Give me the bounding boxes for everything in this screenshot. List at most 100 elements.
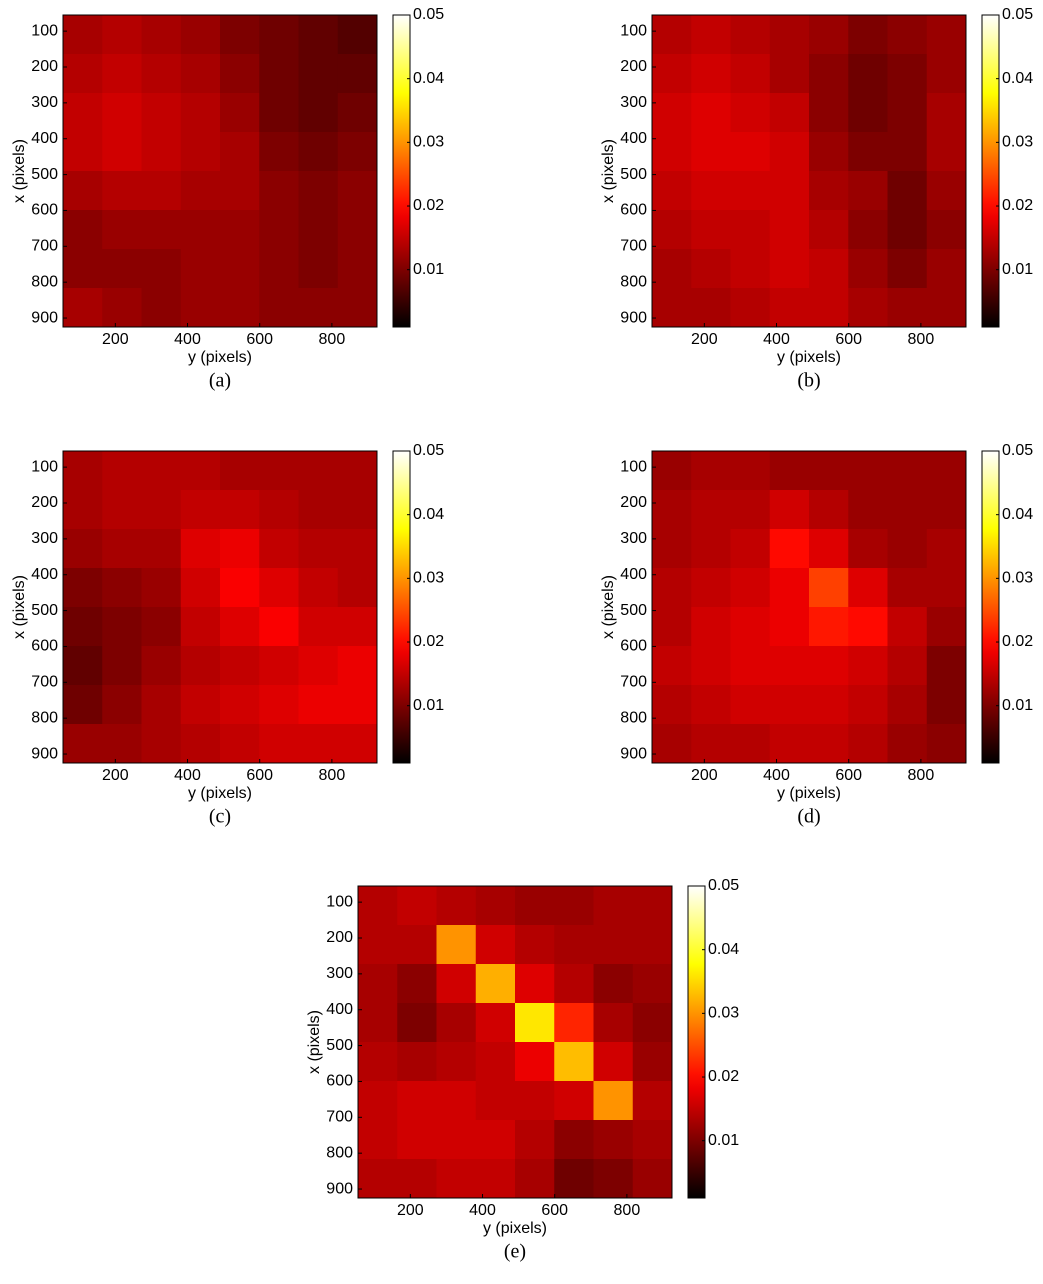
heat-cell xyxy=(180,210,221,250)
heat-cell xyxy=(436,1003,477,1043)
heat-cell xyxy=(102,529,142,569)
heat-cell xyxy=(652,646,692,686)
plot-frame xyxy=(651,450,967,764)
heat-cell xyxy=(926,685,967,725)
heat-cell xyxy=(593,964,634,1004)
heat-cell xyxy=(436,1042,477,1082)
heat-cell xyxy=(337,132,378,172)
y-tick-label: 600 xyxy=(620,202,647,219)
colorbar-tick-label: 0.05 xyxy=(1002,442,1033,459)
heat-cell xyxy=(397,1003,437,1043)
heat-cell xyxy=(141,646,182,686)
colorbar-tick-label: 0.01 xyxy=(1002,261,1033,278)
caption: (c) xyxy=(209,806,231,828)
heat-cell xyxy=(102,171,142,211)
heat-cell xyxy=(259,210,299,250)
panel: 200 400 600 800 100 200 300 400 500 600 700 800 900 y… xyxy=(600,442,1033,827)
colorbar-tick-label: 0.04 xyxy=(1002,506,1033,523)
heat-cell xyxy=(102,724,142,764)
heat-cell xyxy=(926,568,967,608)
plot-frame xyxy=(651,14,967,328)
heat-cell xyxy=(141,724,182,764)
y-tick-label: 800 xyxy=(31,273,58,290)
heat-cell xyxy=(337,15,378,55)
heat-cell xyxy=(337,93,378,133)
heat-cell xyxy=(652,451,692,491)
heat-cell xyxy=(848,607,888,647)
heat-cell xyxy=(63,15,103,55)
colorbar-tick-label: 0.01 xyxy=(413,261,444,278)
heat-cell xyxy=(809,210,849,250)
x-tick-label: 400 xyxy=(763,331,790,348)
heat-cell xyxy=(141,132,182,172)
heat-cell xyxy=(337,724,378,764)
heat-cell xyxy=(632,1042,673,1082)
panel: 200 400 600 800 100 200 300 400 500 600 700 800 900 y… xyxy=(600,6,1033,391)
heat-cell xyxy=(515,925,555,965)
heat-cell xyxy=(259,171,299,211)
heat-cell xyxy=(141,15,182,55)
heat-cell xyxy=(358,1003,398,1043)
heat-cell xyxy=(730,15,771,55)
y-tick-label: 200 xyxy=(620,58,647,75)
heat-cell xyxy=(926,249,967,289)
heat-cell xyxy=(730,568,771,608)
y-tick-label: 900 xyxy=(620,309,647,326)
heat-cell xyxy=(769,490,810,530)
heat-cell xyxy=(141,451,182,491)
heat-cell xyxy=(397,886,437,926)
heat-cell xyxy=(887,724,928,764)
heat-cell xyxy=(259,646,299,686)
heat-cell xyxy=(848,171,888,211)
heat-cell xyxy=(730,490,771,530)
heat-cell xyxy=(632,925,673,965)
y-tick-label: 500 xyxy=(326,1037,353,1054)
heat-cell xyxy=(848,15,888,55)
heat-cell xyxy=(220,529,260,569)
heat-cell xyxy=(220,288,260,328)
heat-cell xyxy=(141,607,182,647)
heat-cell xyxy=(769,132,810,172)
heat-cell xyxy=(298,568,339,608)
plot-frame xyxy=(62,14,378,328)
heat-cell xyxy=(436,1081,477,1121)
y-axis-label: x (pixels) xyxy=(11,139,28,203)
heat-cell xyxy=(102,607,142,647)
heat-cell xyxy=(180,685,221,725)
heat-cell xyxy=(809,724,849,764)
heat-cell xyxy=(691,210,731,250)
heat-cell xyxy=(926,54,967,94)
heat-cell xyxy=(180,54,221,94)
heat-cell xyxy=(652,15,692,55)
heat-cell xyxy=(337,529,378,569)
heat-cell xyxy=(593,1081,634,1121)
y-tick-label: 300 xyxy=(620,94,647,111)
colorbar-tick-label: 0.04 xyxy=(413,506,444,523)
heat-cell xyxy=(180,249,221,289)
heat-cell xyxy=(691,646,731,686)
heat-cell xyxy=(632,1159,673,1199)
heat-cell xyxy=(926,132,967,172)
heat-cell xyxy=(220,93,260,133)
heat-cell xyxy=(691,132,731,172)
heat-cell xyxy=(652,724,692,764)
x-tick-label: 400 xyxy=(469,1202,496,1219)
heat-cell xyxy=(691,93,731,133)
heat-cell xyxy=(730,93,771,133)
heat-cell xyxy=(298,490,339,530)
heat-cell xyxy=(652,607,692,647)
colorbar-tick-label: 0.03 xyxy=(1002,134,1033,151)
y-tick-label: 600 xyxy=(31,202,58,219)
heat-cell xyxy=(554,886,594,926)
heat-cell xyxy=(63,724,103,764)
heat-cell xyxy=(515,886,555,926)
y-tick-label: 700 xyxy=(620,674,647,691)
heat-cell xyxy=(593,1120,634,1160)
y-tick-label: 100 xyxy=(31,458,58,475)
y-tick-label: 700 xyxy=(620,238,647,255)
heat-cell xyxy=(63,607,103,647)
y-tick-label: 300 xyxy=(326,965,353,982)
heat-cell xyxy=(691,15,731,55)
colorbar-tick-label: 0.04 xyxy=(1002,70,1033,87)
panel: 200 400 600 800 100 200 300 400 500 600 700 800 900 y… xyxy=(11,442,444,827)
